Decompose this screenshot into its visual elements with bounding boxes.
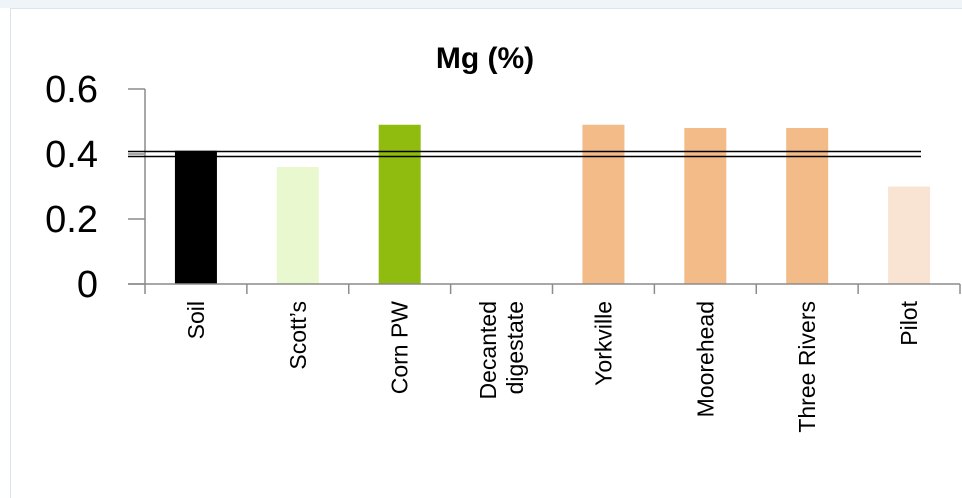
window-left-border [0,8,11,498]
bar [786,128,829,284]
x-tick-label: Soil [183,301,209,339]
x-tick-label: Pilot [896,300,922,345]
bar [888,186,931,284]
bar [276,167,319,284]
y-tick-label: 0.4 [45,134,98,176]
bar [174,150,217,284]
bar [582,124,625,284]
y-tick-label: 0.6 [45,69,98,111]
window-top-border [0,0,962,9]
x-tick-label: Scott’s [285,301,311,370]
x-tick-label: Yorkville [590,301,616,386]
reference-line [128,150,921,158]
axes [128,88,961,294]
x-axis-labels: Soil Scott’s Corn PW Decanted digestate Yorkv… [183,300,922,432]
x-tick-label: Corn PW [387,301,413,395]
y-tick-label: 0.2 [45,199,98,241]
bar [378,124,421,284]
x-tick-label: Three Rivers [794,301,820,433]
x-tick-label: digestate [502,301,528,394]
bars [174,124,931,284]
bar [684,128,727,284]
x-tick-label: Decanted [475,301,501,399]
y-axis-ticks: 0 0.2 0.4 0.6 [45,69,98,306]
x-tick-label: Moorehead [692,301,718,417]
chart-title: Mg (%) [436,42,534,75]
y-tick-label: 0 [77,264,98,306]
